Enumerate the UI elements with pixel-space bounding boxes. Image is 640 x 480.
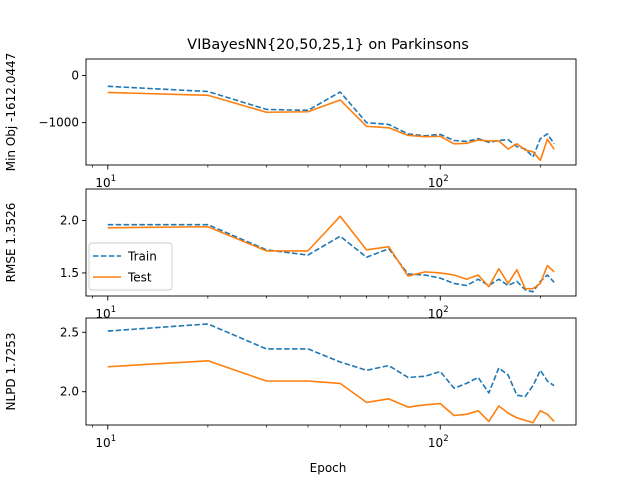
axes-frame-panel-0: [85, 58, 577, 166]
y-tick-label-panel-0: 0: [71, 68, 79, 82]
subplot-rmse: 1.5 2.0 RMSE 1.3526 101 102 Train Test: [4, 188, 577, 321]
series-line-test-panel-0: [107, 91, 555, 162]
legend-label-train: Train: [127, 250, 157, 264]
y-tick-label-panel-2: 2.0: [60, 385, 79, 399]
y-tick-label-panel-1: 2.0: [60, 213, 79, 227]
series-line-train-panel-2: [107, 323, 555, 398]
y-tick-label-panel-2: 2.5: [60, 325, 79, 339]
x-tick-label-panel-2: 101: [95, 434, 116, 450]
y-axis-label-panel-2: NLPD 1.7253: [4, 333, 18, 411]
series-line-train-panel-1: [107, 223, 555, 293]
x-tick-label-panel-0: 101: [95, 174, 116, 190]
y-tick-label-panel-1: 1.5: [60, 266, 79, 280]
legend-box: [88, 242, 173, 291]
x-tick-label-panel-2: 102: [428, 434, 449, 450]
x-tick-label-panel-1: 102: [428, 305, 449, 321]
axes-frame-panel-2: [85, 317, 577, 426]
subplot-nlpd: 2.0 2.5 NLPD 1.7253 101 102: [4, 317, 577, 450]
y-axis-label-panel-1: RMSE 1.3526: [4, 203, 18, 283]
series-line-test-panel-1: [107, 215, 555, 290]
chart-title: VIBayesNN{20,50,25,1} on Parkinsons: [187, 37, 469, 53]
y-axis-label-panel-0: Min Obj -1612.0447: [4, 53, 18, 172]
axes-frame-panel-1: [85, 188, 577, 297]
x-tick-label-panel-0: 102: [428, 174, 449, 190]
legend: Train Test: [88, 242, 173, 291]
subplot-min-obj: −1000 0 Min Obj -1612.0447 101 102: [4, 53, 577, 190]
x-axis-label: Epoch: [310, 461, 347, 475]
series-line-train-panel-0: [107, 85, 555, 158]
legend-label-test: Test: [127, 271, 152, 285]
x-tick-label-panel-1: 101: [95, 305, 116, 321]
y-tick-label-panel-0: −1000: [38, 116, 79, 130]
series-line-test-panel-2: [107, 359, 555, 424]
